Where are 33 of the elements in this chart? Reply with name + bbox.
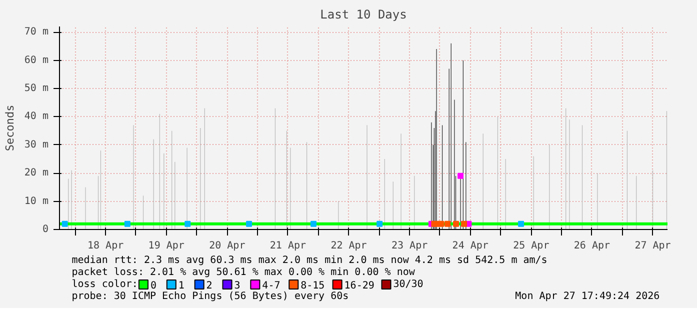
y-tick-label: 70 m: [24, 26, 49, 38]
x-tick-label: 19 Apr: [148, 240, 184, 252]
legend-label: 8-15: [300, 280, 325, 292]
legend-label: 0: [150, 280, 156, 292]
x-tick-label: 18 Apr: [88, 240, 124, 252]
x-tick-label: 26 Apr: [574, 240, 610, 252]
text: Mon Apr 27 17:49:24 2026: [515, 291, 660, 302]
x-tick-label: 27 Apr: [634, 240, 671, 252]
y-tick-label: 30 m: [24, 139, 49, 150]
legend-label: 30/30: [393, 279, 424, 290]
y-axis-title: Seconds: [3, 104, 16, 152]
legend-label: 4-7: [262, 280, 280, 292]
x-tick-label: 24 Apr: [452, 240, 488, 252]
x-tick-label: 20 Apr: [209, 240, 246, 252]
text: probe: 30 ICMP Echo Pings (56 Bytes) every 60s: [72, 291, 349, 302]
x-tick-label: 23 Apr: [392, 240, 428, 252]
y-tick-label: 40 m: [24, 111, 49, 122]
text: packet loss: 2.01 % avg 50.61 % max 0.00 % min 0.00 % now: [72, 267, 416, 278]
y-tick-label: 60 m: [24, 54, 49, 66]
x-tick-label: 25 Apr: [513, 240, 550, 252]
legend-label: 1: [178, 280, 184, 292]
legend-title: loss color:: [72, 279, 138, 290]
legend-label: 3: [234, 280, 240, 292]
text: median rtt: 2.3 ms avg 60.3 ms max 2.0 ms min 2.0 ms now 4.2 ms sd 542.5 m am/s: [72, 255, 548, 266]
legend-label: 16-29: [344, 280, 374, 292]
chart-title: Last 10 Days: [320, 8, 407, 22]
y-tick-label: 50 m: [24, 83, 49, 94]
y-tick-label: 20 m: [24, 168, 49, 179]
y-tick-label: 10 m: [24, 196, 49, 207]
x-tick-label: 22 Apr: [330, 240, 367, 252]
y-tick-label: 0: [42, 224, 49, 235]
x-tick-label: 21 Apr: [270, 240, 306, 252]
legend-label: 2: [206, 280, 212, 292]
